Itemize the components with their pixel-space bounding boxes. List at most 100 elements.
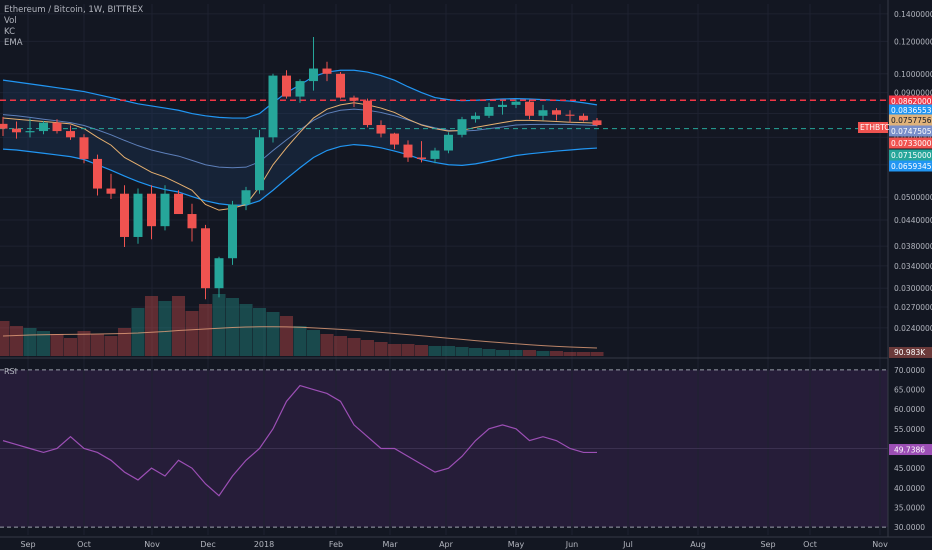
x-tick-label: Oct — [77, 540, 91, 549]
volume-bar — [415, 345, 428, 356]
y-tick-label: 0.03000000 — [894, 284, 932, 293]
candle-body — [241, 190, 251, 205]
volume-tag-label: 90.983K — [894, 348, 926, 357]
chart-title: Ethereum / Bitcoin, 1W, BITTREX — [4, 5, 144, 15]
candle-body — [430, 150, 440, 159]
candle-body — [390, 133, 399, 145]
volume-bar — [388, 344, 401, 356]
price-tag-label: 0.08620000 — [891, 97, 932, 106]
candle-body — [228, 204, 237, 259]
kc-basis-line — [2, 108, 598, 169]
candle-body — [552, 110, 561, 115]
volume-bar — [131, 308, 145, 356]
candle-body — [255, 137, 264, 191]
volume-bar — [91, 334, 104, 356]
candle-body — [444, 134, 453, 151]
rsi-line — [2, 384, 597, 497]
x-tick-label: Nov — [872, 540, 888, 549]
ema-line — [2, 102, 598, 211]
candle-body — [66, 131, 75, 138]
candle-body — [39, 122, 48, 132]
volume-bar — [347, 338, 361, 356]
price-tag-label: 0.07330001 — [891, 139, 932, 148]
price-tag-box — [889, 149, 932, 161]
rsi-tick-label: 65.0000 — [894, 386, 925, 395]
volume-bar — [253, 308, 266, 356]
x-tick-label: Sep — [760, 540, 775, 549]
kc-channel-fill — [3, 70, 597, 206]
candle-body — [417, 157, 426, 159]
candle-body — [120, 193, 129, 237]
volume-bar — [50, 334, 64, 356]
volume-bar — [118, 328, 131, 356]
symbol-tag-box — [858, 122, 888, 133]
rsi-tick-label: 45.0000 — [894, 464, 925, 473]
volume-bar — [482, 349, 496, 356]
volume-bar — [442, 346, 455, 356]
price-tag-label: 0.07150000 — [891, 151, 932, 160]
volume-bar — [455, 347, 469, 356]
candle-body — [282, 75, 291, 97]
volume-bar — [320, 334, 334, 356]
volume-bar — [185, 311, 199, 356]
x-tick-label: May — [508, 540, 525, 549]
candle-body — [0, 123, 8, 129]
x-tick-label: Mar — [382, 540, 398, 549]
y-tick-label: 0.02700000 — [894, 303, 932, 312]
volume-bar — [563, 352, 577, 356]
candle-body — [309, 68, 318, 82]
price-tag-box — [889, 95, 932, 107]
candle-body — [579, 115, 588, 121]
volume-bar — [280, 316, 293, 356]
candle-body — [160, 193, 170, 227]
candle-body — [12, 128, 21, 133]
volume-bar — [374, 342, 388, 356]
price-axis-bg — [888, 0, 932, 550]
candle-body — [363, 100, 372, 126]
y-tick-label: 0.14000000 — [894, 10, 932, 19]
y-tick-label: 0.03800000 — [894, 242, 932, 251]
y-tick-label: 0.04400000 — [894, 216, 932, 225]
volume-bar — [523, 350, 536, 356]
price-tag-box — [889, 125, 932, 137]
candle-body — [268, 75, 278, 138]
volume-bar — [199, 304, 212, 356]
y-tick-label: 0.09000000 — [894, 89, 932, 98]
volume-bar — [10, 326, 23, 356]
rsi-tag-label: 49.7386 — [894, 446, 925, 455]
candle-body — [25, 131, 35, 133]
volume-tag-box — [889, 347, 932, 358]
volume-bar — [64, 338, 77, 356]
candle-body — [93, 158, 102, 189]
candle-body — [187, 214, 197, 229]
price-tag-box — [889, 104, 932, 116]
volume-bar — [104, 336, 118, 356]
volume-bar — [590, 352, 604, 356]
volume-bar — [428, 346, 442, 356]
x-tick-label: Feb — [329, 540, 343, 549]
rsi-tick-label: 30.0000 — [894, 523, 925, 532]
x-tick-label: Jun — [565, 540, 579, 549]
x-tick-label: Dec — [200, 540, 215, 549]
candle-body — [498, 104, 507, 107]
volume-bar — [212, 294, 226, 356]
rsi-tick-label: 55.0000 — [894, 425, 925, 434]
candle-body — [214, 258, 224, 289]
volume-bar — [536, 351, 550, 356]
candle-body — [79, 137, 89, 159]
volume-bar — [577, 352, 590, 356]
volume-bar — [266, 312, 280, 356]
volume-bar — [361, 340, 374, 356]
x-tick-label: 2018 — [254, 540, 274, 549]
legend-kc: KC — [4, 27, 16, 37]
price-tag-label: 0.08365537 — [891, 106, 932, 115]
candle-body — [538, 110, 548, 116]
y-tick-label: 0.02400000 — [894, 324, 932, 333]
candle-body — [484, 106, 494, 116]
volume-bar — [77, 331, 91, 356]
volume-bar — [496, 350, 509, 356]
y-tick-label: 0.03400000 — [894, 262, 932, 271]
volume-bar — [293, 326, 307, 356]
rsi-tick-label: 70.0000 — [894, 366, 925, 375]
